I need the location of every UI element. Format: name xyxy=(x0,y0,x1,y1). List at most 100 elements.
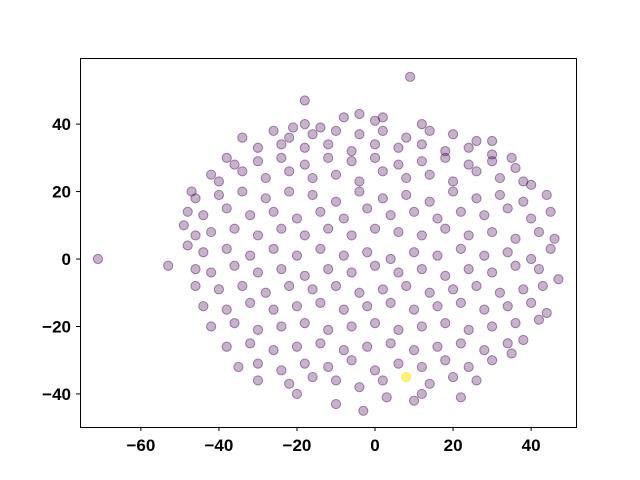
data-point xyxy=(369,152,381,163)
data-point xyxy=(323,324,334,335)
data-point xyxy=(346,355,357,366)
data-point xyxy=(206,321,217,332)
data-point xyxy=(221,341,232,352)
data-point xyxy=(401,280,412,292)
data-point xyxy=(432,213,443,224)
x-axis: −60 −40 −20 0 20 40 xyxy=(126,427,541,455)
data-point xyxy=(393,159,404,170)
data-point xyxy=(260,172,271,184)
data-point xyxy=(471,375,482,386)
data-point xyxy=(182,206,193,217)
highlight-point xyxy=(401,371,412,383)
data-point xyxy=(287,122,299,133)
data-point xyxy=(377,166,388,177)
data-point xyxy=(518,196,529,207)
data-point xyxy=(447,186,459,197)
x-tick-label: 40 xyxy=(522,436,541,455)
points-layer xyxy=(92,71,564,416)
data-point xyxy=(369,139,381,150)
data-point xyxy=(463,361,474,373)
data-point xyxy=(299,318,310,329)
data-point xyxy=(463,159,474,170)
data-point xyxy=(198,210,209,221)
data-point xyxy=(377,125,388,136)
data-point xyxy=(479,250,490,261)
data-point xyxy=(455,297,466,308)
data-point xyxy=(502,203,513,214)
data-point xyxy=(268,304,279,315)
data-point xyxy=(424,125,435,136)
data-point xyxy=(346,267,357,278)
data-point xyxy=(362,203,373,214)
data-point xyxy=(381,392,392,403)
data-point xyxy=(479,210,490,221)
data-point xyxy=(307,371,318,383)
data-point xyxy=(541,307,552,319)
data-point xyxy=(526,179,537,190)
data-point xyxy=(447,129,459,140)
data-point xyxy=(229,260,240,271)
data-point xyxy=(440,270,451,281)
data-point xyxy=(393,267,404,278)
data-point xyxy=(330,196,342,207)
data-point xyxy=(354,108,365,120)
data-point xyxy=(338,304,349,315)
data-point xyxy=(245,297,256,308)
data-point xyxy=(252,358,264,369)
y-tick-label: −20 xyxy=(42,317,71,336)
data-point xyxy=(486,149,498,160)
data-point xyxy=(284,166,295,177)
data-point xyxy=(362,301,373,312)
y-tick-label: −40 xyxy=(42,385,71,404)
data-point xyxy=(237,132,248,143)
data-point xyxy=(471,166,482,177)
data-point xyxy=(424,169,435,180)
data-point xyxy=(213,284,225,295)
data-point xyxy=(518,284,529,295)
data-point xyxy=(276,365,287,376)
data-point xyxy=(545,243,556,255)
data-point xyxy=(369,115,381,126)
data-point xyxy=(237,186,248,197)
data-point xyxy=(506,152,517,163)
data-point xyxy=(330,125,342,136)
data-point xyxy=(237,166,248,177)
data-point xyxy=(338,213,349,224)
data-point xyxy=(315,243,326,255)
data-point xyxy=(377,112,388,123)
data-point xyxy=(198,247,209,258)
data-point xyxy=(440,223,451,234)
data-point xyxy=(385,253,396,265)
data-point xyxy=(510,260,521,271)
data-point xyxy=(424,378,435,389)
data-point xyxy=(526,213,537,224)
data-point xyxy=(416,230,427,241)
data-point xyxy=(323,139,334,150)
data-point xyxy=(408,304,420,315)
data-point xyxy=(405,71,416,82)
data-point xyxy=(338,250,349,261)
data-point xyxy=(229,223,240,234)
data-point xyxy=(518,334,529,346)
data-point xyxy=(447,176,459,187)
data-point xyxy=(307,129,318,140)
data-point xyxy=(276,321,287,332)
data-point xyxy=(182,240,193,251)
data-point xyxy=(291,341,303,352)
data-point xyxy=(260,287,271,298)
data-point xyxy=(447,284,459,295)
data-point xyxy=(393,226,404,238)
data-point xyxy=(526,253,537,265)
x-tick-label: 0 xyxy=(370,436,379,455)
data-point xyxy=(252,230,264,241)
data-point xyxy=(323,264,334,275)
data-point xyxy=(377,284,388,295)
data-point xyxy=(284,132,295,143)
data-point xyxy=(323,361,334,373)
data-point xyxy=(276,223,287,234)
data-point xyxy=(186,186,197,197)
data-point xyxy=(346,230,357,241)
data-point xyxy=(178,220,189,231)
data-point xyxy=(486,321,498,332)
data-point xyxy=(276,152,287,163)
